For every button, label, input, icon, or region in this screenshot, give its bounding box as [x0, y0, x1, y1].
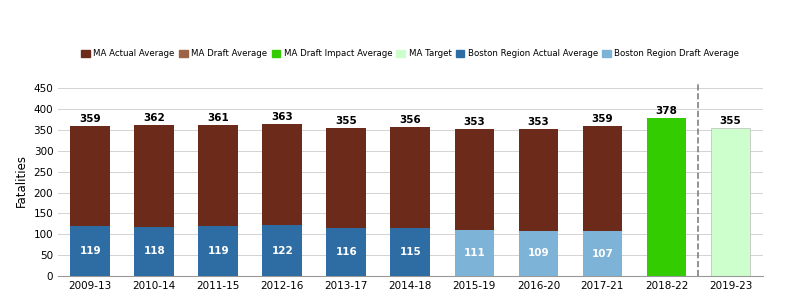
Text: 359: 359 — [592, 114, 614, 124]
Bar — [454, 230, 494, 276]
Bar — [70, 126, 110, 276]
Text: 116: 116 — [335, 247, 357, 257]
Bar — [326, 128, 366, 276]
Text: 109: 109 — [527, 248, 550, 258]
Bar — [582, 126, 622, 276]
Bar — [262, 225, 302, 276]
Text: 355: 355 — [720, 116, 742, 126]
Bar — [454, 129, 494, 276]
Bar — [134, 227, 174, 276]
Text: 356: 356 — [399, 115, 422, 125]
Text: 111: 111 — [463, 248, 486, 258]
Text: 119: 119 — [79, 246, 101, 256]
Y-axis label: Fatalities: Fatalities — [15, 154, 28, 207]
Text: 355: 355 — [335, 116, 357, 126]
Bar — [646, 118, 686, 276]
Text: 378: 378 — [655, 106, 678, 116]
Text: 363: 363 — [271, 112, 293, 122]
Bar — [134, 125, 174, 276]
Bar — [582, 231, 622, 276]
Bar — [326, 228, 366, 276]
Bar — [262, 125, 302, 276]
Text: 362: 362 — [143, 113, 165, 123]
Text: 353: 353 — [463, 117, 486, 127]
Bar — [710, 128, 750, 276]
Text: 359: 359 — [79, 114, 101, 124]
Bar — [198, 125, 238, 276]
Bar — [198, 226, 238, 276]
Text: 107: 107 — [591, 249, 614, 259]
Bar — [390, 228, 430, 276]
Text: 361: 361 — [207, 113, 229, 123]
Bar — [390, 127, 430, 276]
Text: 115: 115 — [399, 247, 422, 257]
Bar — [518, 231, 558, 276]
Text: 118: 118 — [143, 247, 165, 256]
Text: 119: 119 — [207, 246, 229, 256]
Bar — [518, 129, 558, 276]
Bar — [70, 226, 110, 276]
Text: 353: 353 — [527, 117, 550, 127]
Legend: MA Actual Average, MA Draft Average, MA Draft Impact Average, MA Target, Boston : MA Actual Average, MA Draft Average, MA … — [78, 46, 743, 62]
Text: 122: 122 — [271, 246, 293, 256]
